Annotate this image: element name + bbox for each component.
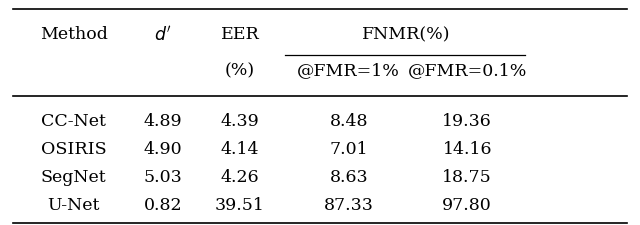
Text: 19.36: 19.36 xyxy=(442,113,492,130)
Text: 8.63: 8.63 xyxy=(330,169,368,186)
Text: EER: EER xyxy=(221,26,259,43)
Text: 5.03: 5.03 xyxy=(144,169,182,186)
Text: Method: Method xyxy=(40,26,108,43)
Text: @FMR=0.1%: @FMR=0.1% xyxy=(408,62,527,79)
Text: $d'$: $d'$ xyxy=(154,25,172,44)
Text: SegNet: SegNet xyxy=(41,169,106,186)
Text: 39.51: 39.51 xyxy=(215,197,265,214)
Text: FNMR(%): FNMR(%) xyxy=(362,26,451,43)
Text: 4.26: 4.26 xyxy=(221,169,259,186)
Text: 7.01: 7.01 xyxy=(330,141,368,158)
Text: U-Net: U-Net xyxy=(47,197,100,214)
Text: @FMR=1%: @FMR=1% xyxy=(298,62,400,79)
Text: (%): (%) xyxy=(225,62,255,79)
Text: 8.48: 8.48 xyxy=(330,113,368,130)
Text: 4.39: 4.39 xyxy=(221,113,259,130)
Text: 4.90: 4.90 xyxy=(144,141,182,158)
Text: CC-Net: CC-Net xyxy=(41,113,106,130)
Text: 97.80: 97.80 xyxy=(442,197,492,214)
Text: 4.14: 4.14 xyxy=(221,141,259,158)
Text: 18.75: 18.75 xyxy=(442,169,492,186)
Text: 87.33: 87.33 xyxy=(324,197,374,214)
Text: 4.89: 4.89 xyxy=(144,113,182,130)
Text: 0.82: 0.82 xyxy=(144,197,182,214)
Text: 14.16: 14.16 xyxy=(442,141,492,158)
Text: OSIRIS: OSIRIS xyxy=(41,141,106,158)
